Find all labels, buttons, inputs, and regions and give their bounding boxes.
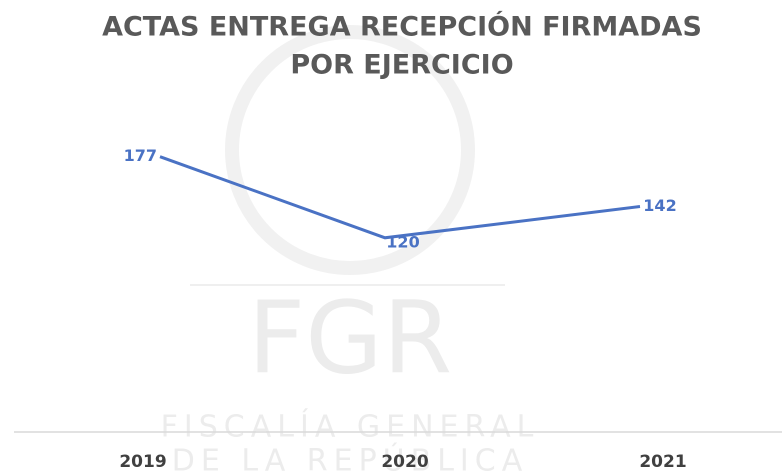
chart-title: POR EJERCICIO [290,50,513,81]
seal [225,25,475,275]
watermark-line: DE LA REPÚBLICA [172,442,529,476]
x-tick-label: 2019 [119,452,166,472]
line [159,155,641,240]
chart-title: ACTAS ENTREGA RECEPCIÓN FIRMADAS [102,11,702,43]
data-label: 177 [124,146,157,165]
x-tick-label: 2021 [639,452,686,472]
data-label: 142 [643,196,676,215]
watermark-line: FISCALÍA GENERAL [161,409,540,445]
watermark: FGR FISCALÍA GENERAL DE LA REPÚBLICA [161,25,540,476]
watermark-logo: FGR [248,279,453,396]
x-tick-label: 2020 [381,452,428,472]
data-label: 120 [386,232,419,251]
